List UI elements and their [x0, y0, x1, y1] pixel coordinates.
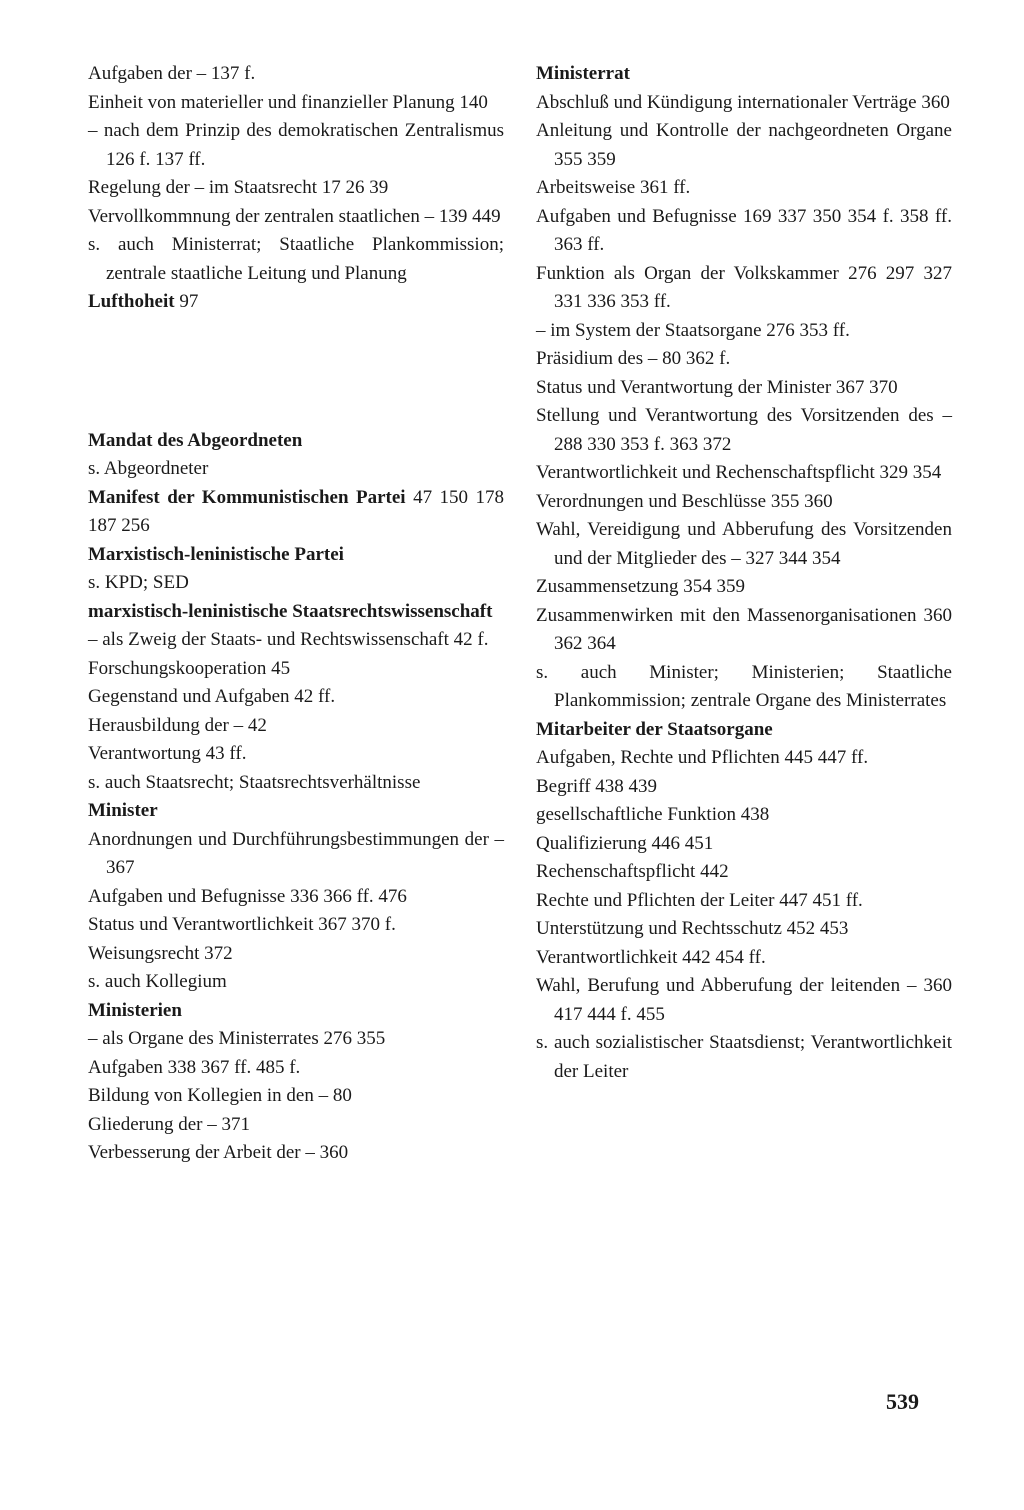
index-line: Rechenschaftspflicht 442: [536, 858, 952, 887]
index-line: Anleitung und Kontrolle der nachgeordnet…: [536, 117, 952, 174]
index-line: Rechte und Pflichten der Leiter 447 451 …: [536, 887, 952, 916]
index-line: Bildung von Kollegien in den – 80: [88, 1082, 504, 1111]
index-line: Verantwortlichkeit und Rechen­schaftspfl…: [536, 459, 952, 488]
index-line: Manifest der Kommunistischen Partei 47 1…: [88, 484, 504, 541]
index-line: marxistisch-leninistische Staatsrechts­w…: [88, 598, 504, 627]
index-line: – als Zweig der Staats- und Rechts­wisse…: [88, 626, 504, 655]
index-line: Minister: [88, 797, 504, 826]
index-line: Unterstützung und Rechtsschutz 452 453: [536, 915, 952, 944]
index-line: Funktion als Organ der Volks­kammer 276 …: [536, 260, 952, 317]
index-line: Wahl, Berufung und Abberufung der leiten…: [536, 972, 952, 1029]
index-line: Aufgaben und Befugnisse 336 366 ff. 476: [88, 883, 504, 912]
index-line: Verbesserung der Arbeit der – 360: [88, 1139, 504, 1168]
index-line: s. auch Minister; Ministerien; Staatlich…: [536, 659, 952, 716]
right-column: MinisterratAbschluß und Kündigung intern…: [536, 60, 952, 1168]
index-line: Vervollkommnung der zentralen staatliche…: [88, 203, 504, 232]
index-line: Mitarbeiter der Staatsorgane: [536, 716, 952, 745]
index-line: Verantwortung 43 ff.: [88, 740, 504, 769]
index-line: [88, 317, 504, 427]
index-line: Qualifizierung 446 451: [536, 830, 952, 859]
index-line: Arbeitsweise 361 ff.: [536, 174, 952, 203]
index-line: Wahl, Vereidigung und Abberufung des Vor…: [536, 516, 952, 573]
index-line: Weisungsrecht 372: [88, 940, 504, 969]
index-line: s. auch Ministerrat; Staatliche Plan­kom…: [88, 231, 504, 288]
index-line: Zusammenwirken mit den Massen­organisati…: [536, 602, 952, 659]
index-line: Anordnungen und Durchführungs­bestimmung…: [88, 826, 504, 883]
index-line: Herausbildung der – 42: [88, 712, 504, 741]
index-line: – nach dem Prinzip des demokratischen Ze…: [88, 117, 504, 174]
index-line: Aufgaben, Rechte und Pflichten 445 447 f…: [536, 744, 952, 773]
index-line: Regelung der – im Staatsrecht 17 26 39: [88, 174, 504, 203]
index-line: s. auch Staatsrecht; Staatsrechtsver­häl…: [88, 769, 504, 798]
index-line: Gegenstand und Aufgaben 42 ff.: [88, 683, 504, 712]
index-line: s. auch Kollegium: [88, 968, 504, 997]
index-line: Gliederung der – 371: [88, 1111, 504, 1140]
index-line: Forschungskooperation 45: [88, 655, 504, 684]
index-line: Stellung und Verantwortung des Vor­sitze…: [536, 402, 952, 459]
index-line: s. Abgeordneter: [88, 455, 504, 484]
left-column: Aufgaben der – 137 f.Einheit von materie…: [88, 60, 504, 1168]
index-line: Begriff 438 439: [536, 773, 952, 802]
index-line: Status und Verantwortung der Minister 36…: [536, 374, 952, 403]
index-line: Zusammensetzung 354 359: [536, 573, 952, 602]
index-line: Verantwortlichkeit 442 454 ff.: [536, 944, 952, 973]
index-line: Verordnungen und Beschlüsse 355 360: [536, 488, 952, 517]
index-line: gesellschaftliche Funktion 438: [536, 801, 952, 830]
index-line: – als Organe des Ministerrates 276 355: [88, 1025, 504, 1054]
index-line: Aufgaben der – 137 f.: [88, 60, 504, 89]
index-line: Präsidium des – 80 362 f.: [536, 345, 952, 374]
index-line: Einheit von materieller und finanzieller…: [88, 89, 504, 118]
index-line: Abschluß und Kündigung internationaler V…: [536, 89, 952, 118]
index-line: Aufgaben und Befugnisse 169 337 350 354 …: [536, 203, 952, 260]
index-line: – im System der Staatsorgane 276 353 ff.: [536, 317, 952, 346]
page-number: 539: [886, 1389, 919, 1415]
index-line: Status und Verantwortlichkeit 367 370 f.: [88, 911, 504, 940]
index-line: s. auch sozialistischer Staatsdienst; Ve…: [536, 1029, 952, 1086]
index-line: Ministerien: [88, 997, 504, 1026]
index-line: Lufthoheit 97: [88, 288, 504, 317]
index-line: s. KPD; SED: [88, 569, 504, 598]
index-line: Mandat des Abgeordneten: [88, 427, 504, 456]
index-line: Marxistisch-leninistische Partei: [88, 541, 504, 570]
index-page: Aufgaben der – 137 f.Einheit von materie…: [0, 0, 1024, 1208]
index-line: Ministerrat: [536, 60, 952, 89]
index-line: Aufgaben 338 367 ff. 485 f.: [88, 1054, 504, 1083]
